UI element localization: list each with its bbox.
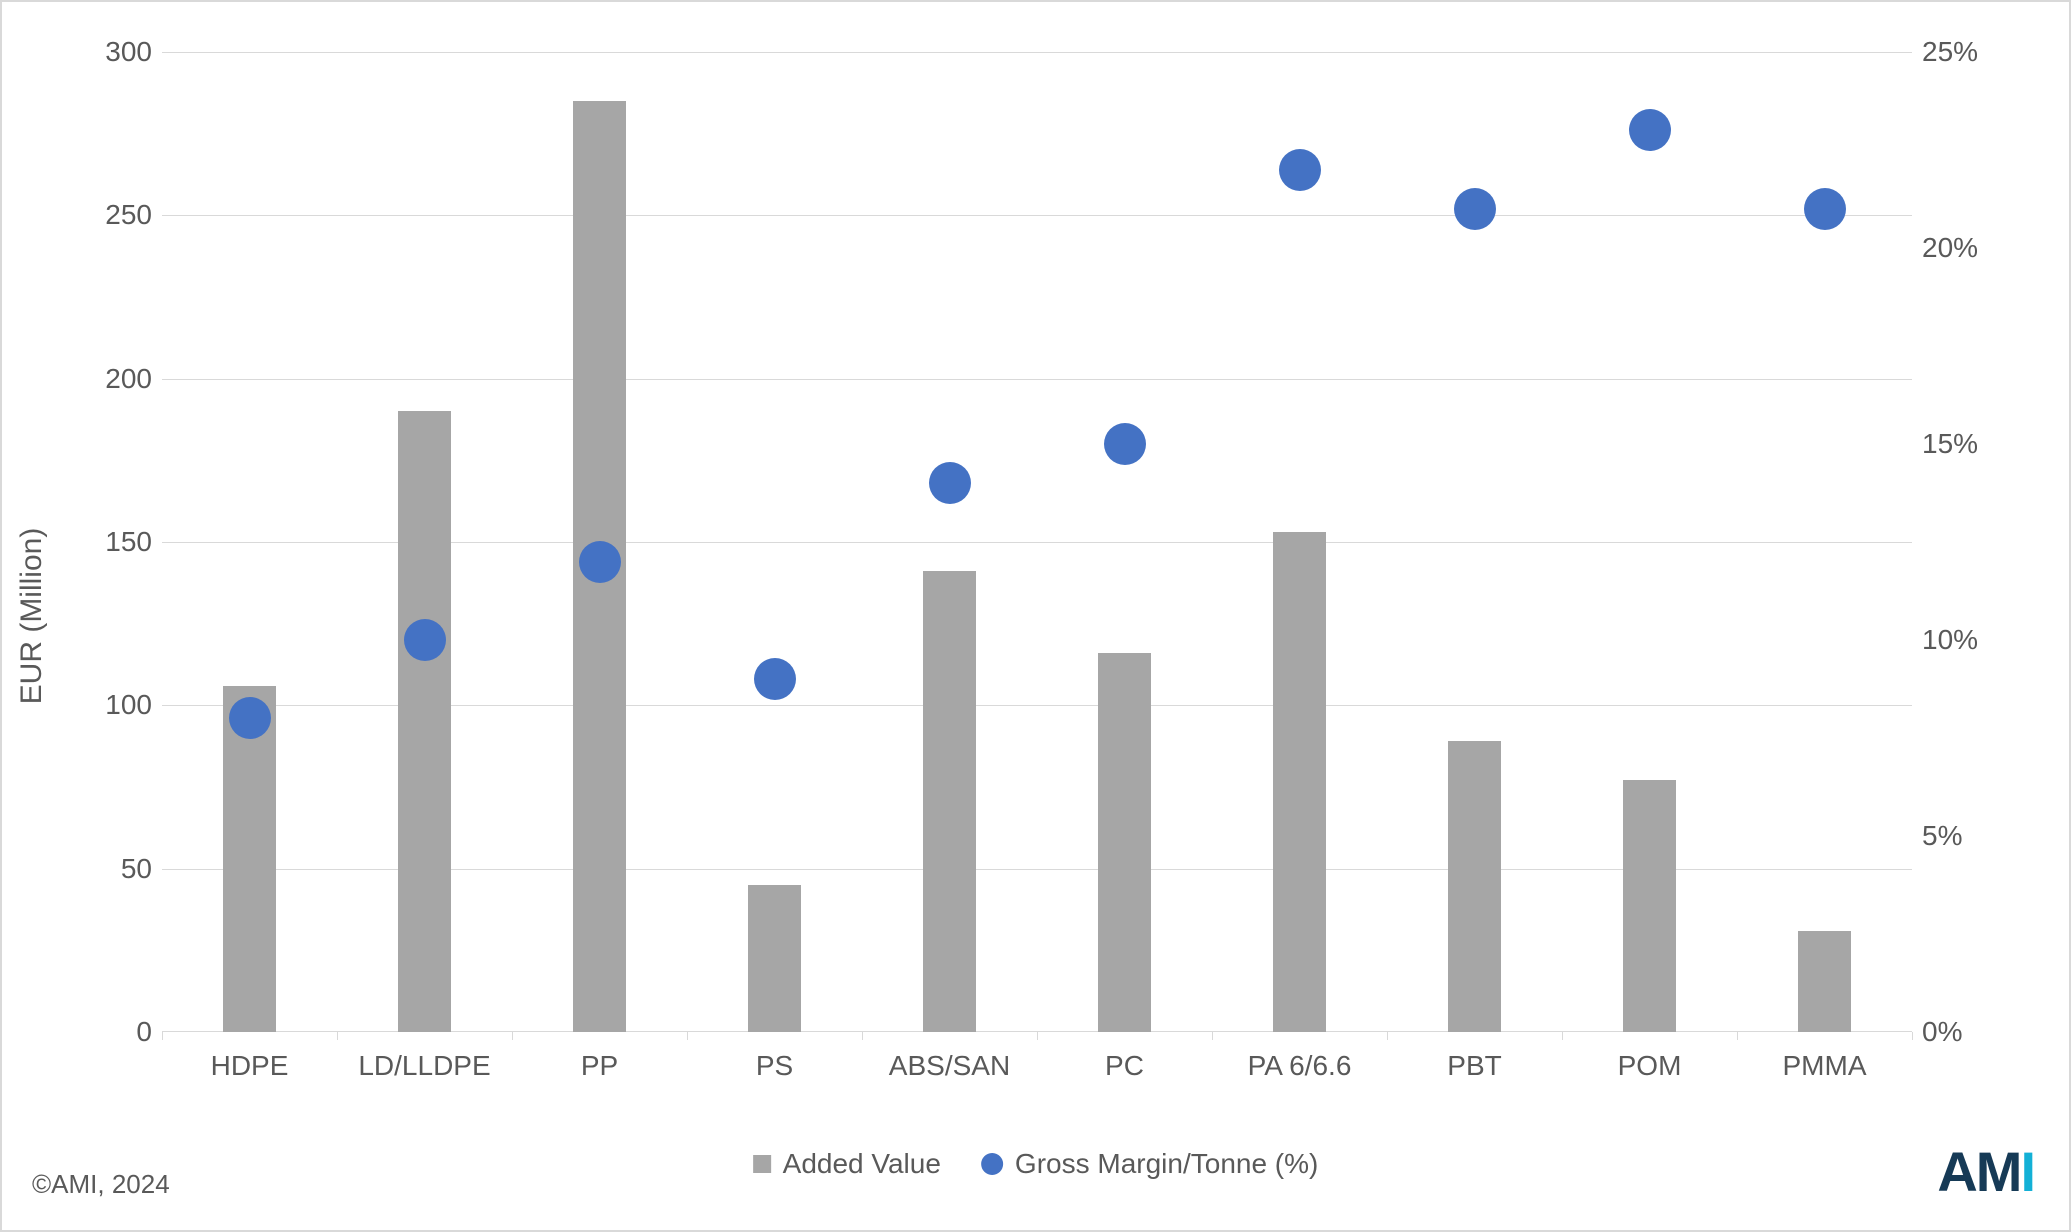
y-left-tick-label: 200 bbox=[62, 363, 152, 395]
y-left-tick-label: 300 bbox=[62, 36, 152, 68]
x-tick bbox=[512, 1032, 513, 1040]
x-tick bbox=[687, 1032, 688, 1040]
brand-logo: AMI bbox=[1937, 1144, 2034, 1200]
bar-ld-lldpe bbox=[398, 411, 451, 1032]
legend-bar-swatch bbox=[753, 1155, 771, 1173]
dot-pp bbox=[579, 541, 621, 583]
y-right-tick-label: 0% bbox=[1922, 1016, 2002, 1048]
x-category-label: PS bbox=[756, 1050, 793, 1082]
y-left-axis-title: EUR (Million) bbox=[15, 528, 49, 705]
legend-dot-label: Gross Margin/Tonne (%) bbox=[1015, 1148, 1318, 1180]
x-category-label: HDPE bbox=[211, 1050, 289, 1082]
y-right-tick-label: 10% bbox=[1922, 624, 2002, 656]
dot-pbt bbox=[1454, 188, 1496, 230]
dot-pom bbox=[1629, 109, 1671, 151]
logo-part-1: AM bbox=[1937, 1140, 2020, 1203]
x-tick bbox=[162, 1032, 163, 1040]
legend-bar-label: Added Value bbox=[783, 1148, 941, 1180]
dot-hdpe bbox=[229, 697, 271, 739]
bar-pa-6-6-6 bbox=[1273, 532, 1326, 1032]
dot-pmma bbox=[1804, 188, 1846, 230]
bar-pc bbox=[1098, 653, 1151, 1032]
x-category-label: PC bbox=[1105, 1050, 1144, 1082]
dot-ps bbox=[754, 658, 796, 700]
gridline bbox=[162, 215, 1912, 216]
x-tick bbox=[1737, 1032, 1738, 1040]
x-category-label: POM bbox=[1618, 1050, 1682, 1082]
copyright-text: ©AMI, 2024 bbox=[32, 1169, 170, 1200]
y-right-tick-label: 25% bbox=[1922, 36, 2002, 68]
chart-legend: Added Value Gross Margin/Tonne (%) bbox=[753, 1148, 1319, 1180]
dot-ld-lldpe bbox=[404, 619, 446, 661]
y-left-tick-label: 0 bbox=[62, 1016, 152, 1048]
x-tick bbox=[1562, 1032, 1563, 1040]
plot-area: 0501001502002503000%5%10%15%20%25%HDPELD… bbox=[162, 52, 1912, 1032]
dot-pc bbox=[1104, 423, 1146, 465]
x-category-label: PBT bbox=[1447, 1050, 1501, 1082]
legend-item-dot: Gross Margin/Tonne (%) bbox=[981, 1148, 1318, 1180]
legend-item-bar: Added Value bbox=[753, 1148, 941, 1180]
x-category-label: LD/LLDPE bbox=[358, 1050, 490, 1082]
y-right-tick-label: 20% bbox=[1922, 232, 2002, 264]
x-tick bbox=[337, 1032, 338, 1040]
x-category-label: PMMA bbox=[1783, 1050, 1867, 1082]
y-left-tick-label: 50 bbox=[62, 853, 152, 885]
x-category-label: PA 6/6.6 bbox=[1248, 1050, 1352, 1082]
x-tick bbox=[1912, 1032, 1913, 1040]
bar-abs-san bbox=[923, 571, 976, 1032]
gridline bbox=[162, 52, 1912, 53]
bar-pom bbox=[1623, 780, 1676, 1032]
y-left-tick-label: 250 bbox=[62, 199, 152, 231]
dot-pa-6-6-6 bbox=[1279, 149, 1321, 191]
dot-abs-san bbox=[929, 462, 971, 504]
chart-container: EUR (Million) Gross Margin /Tonne (%) 05… bbox=[0, 0, 2071, 1232]
bar-pmma bbox=[1798, 931, 1851, 1032]
logo-part-2: I bbox=[2020, 1140, 2034, 1203]
x-tick bbox=[862, 1032, 863, 1040]
y-left-tick-label: 150 bbox=[62, 526, 152, 558]
legend-dot-swatch bbox=[981, 1153, 1003, 1175]
x-tick bbox=[1387, 1032, 1388, 1040]
x-category-label: PP bbox=[581, 1050, 618, 1082]
y-right-tick-label: 15% bbox=[1922, 428, 2002, 460]
x-category-label: ABS/SAN bbox=[889, 1050, 1010, 1082]
y-right-tick-label: 5% bbox=[1922, 820, 2002, 852]
bar-ps bbox=[748, 885, 801, 1032]
gridline bbox=[162, 379, 1912, 380]
x-tick bbox=[1212, 1032, 1213, 1040]
x-tick bbox=[1037, 1032, 1038, 1040]
bar-pbt bbox=[1448, 741, 1501, 1032]
y-left-tick-label: 100 bbox=[62, 689, 152, 721]
